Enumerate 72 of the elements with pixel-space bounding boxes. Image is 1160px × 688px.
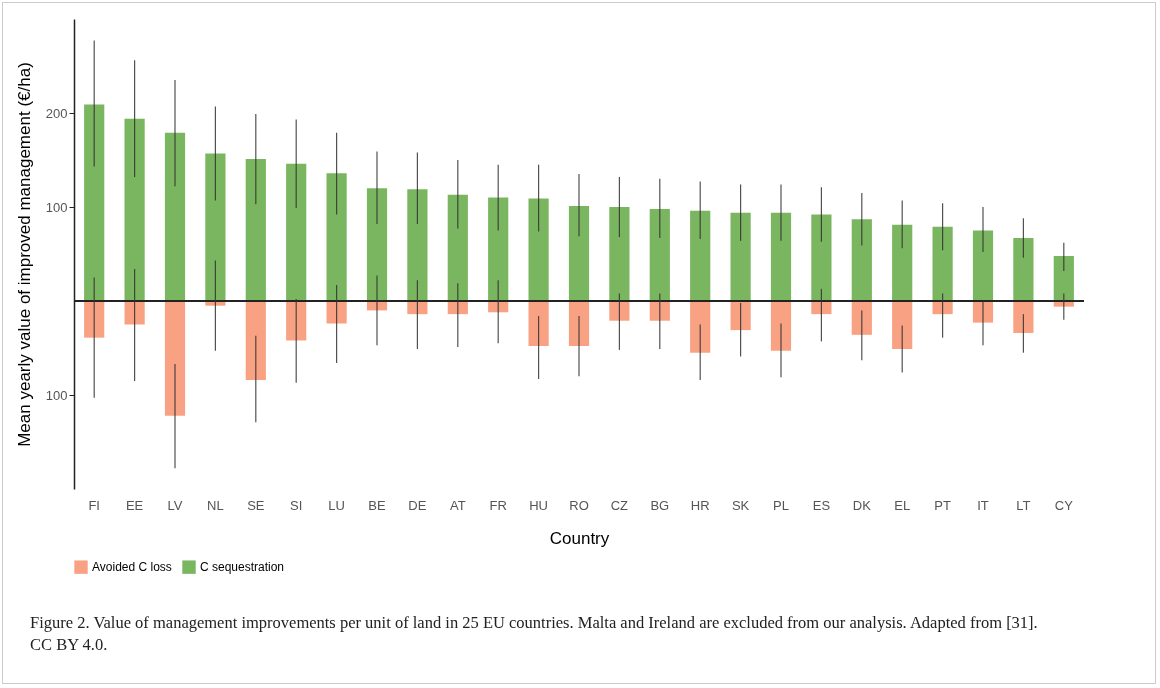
y-tick-label: 100 (45, 387, 68, 403)
bar (488, 197, 509, 301)
y-tick-label: 100 (45, 199, 68, 215)
x-tick-label: HR (690, 497, 710, 513)
bar (1013, 238, 1034, 301)
bar (164, 132, 186, 301)
bar (649, 208, 670, 301)
bar (205, 153, 226, 301)
x-tick-label: PT (934, 497, 951, 513)
bar (124, 118, 145, 301)
legend-label: C sequestration (200, 560, 285, 575)
bar (366, 188, 388, 301)
bar (124, 301, 145, 325)
bar (1013, 301, 1034, 333)
x-tick-label: CY (1054, 497, 1074, 513)
x-tick-label: EE (125, 497, 144, 513)
bar (245, 301, 266, 380)
bar (164, 301, 186, 416)
bar (811, 214, 832, 301)
x-tick-label: NL (207, 497, 224, 513)
x-tick-label: PL (773, 497, 789, 513)
bar (84, 301, 105, 338)
bar (609, 207, 630, 301)
bar (245, 159, 266, 301)
x-tick-label: FR (489, 497, 507, 513)
bar (326, 301, 347, 324)
x-tick-label: DE (408, 497, 427, 513)
y-axis-title: Mean yearly value of improved management (€/ha) (14, 62, 34, 447)
x-tick-label: BG (650, 497, 670, 513)
bar (730, 301, 751, 331)
bar (407, 189, 428, 301)
x-tick-label: CZ (610, 497, 629, 513)
legend-label: Avoided C loss (92, 560, 172, 575)
bar (528, 198, 549, 301)
x-tick-label: BE (368, 497, 386, 513)
bar (568, 206, 590, 301)
x-tick-label: HU (529, 497, 548, 513)
x-tick-label: SI (290, 497, 303, 513)
bar (609, 301, 630, 321)
bar (730, 212, 751, 301)
x-tick-label: LU (328, 497, 345, 513)
x-tick-label: LV (167, 497, 183, 513)
bar (1053, 255, 1074, 301)
x-tick-label: SE (247, 497, 265, 513)
bar (286, 163, 307, 301)
bar (851, 219, 872, 301)
bar (286, 301, 307, 341)
x-tick-label: EL (894, 497, 911, 513)
x-tick-label: FI (88, 497, 100, 513)
x-tick-label: AT (449, 497, 466, 513)
x-axis-title: Country (549, 528, 610, 548)
x-tick-label: RO (569, 497, 589, 513)
x-tick-label: LT (1016, 497, 1031, 513)
bar (447, 194, 468, 301)
bar (770, 212, 792, 301)
bar (892, 224, 913, 301)
bar (690, 301, 711, 353)
bar (649, 301, 670, 321)
bar (528, 301, 549, 347)
x-tick-label: SK (731, 497, 750, 513)
bar (690, 210, 711, 301)
bar (892, 301, 913, 349)
x-tick-label: ES (812, 497, 831, 513)
bar (851, 301, 872, 335)
caption: Figure 2. Value of management improvements per unit of land in 25 EU countries. Malta and Ireland are excluded from our analysis. Adapted from [31]. CC BY 4.0. (30, 612, 1039, 656)
y-tick-label: 200 (45, 105, 68, 121)
x-tick-label: IT (977, 497, 989, 513)
bar (972, 230, 994, 301)
bar (84, 104, 105, 301)
bar (932, 226, 953, 301)
x-tick-label: DK (852, 497, 872, 513)
bar (326, 173, 347, 301)
